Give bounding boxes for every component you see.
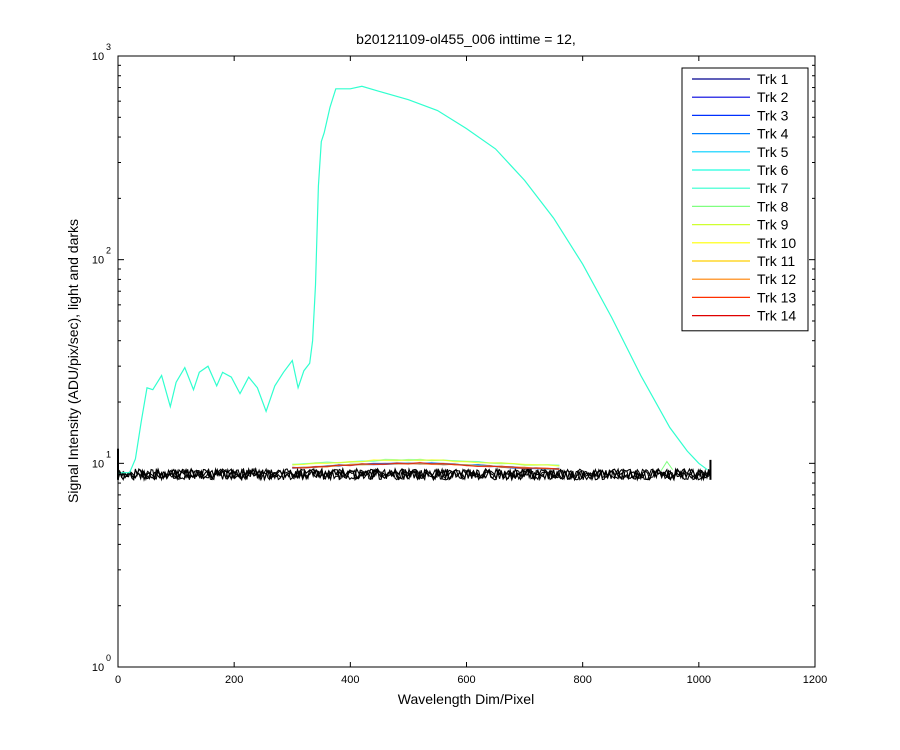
legend-label: Trk 12 — [757, 271, 796, 287]
legend-label: Trk 2 — [757, 89, 789, 105]
series-line-10 — [292, 459, 560, 467]
dark-band-layer — [117, 448, 712, 482]
legend-label: Trk 14 — [757, 308, 796, 324]
legend-label: Trk 3 — [757, 107, 789, 123]
legend-label: Trk 8 — [757, 198, 789, 214]
x-tick-label: 1200 — [803, 674, 827, 686]
series-layer — [118, 85, 708, 474]
y-tick-exponent: 3 — [106, 42, 111, 52]
y-tick-label: 10 — [92, 458, 104, 470]
x-tick-label: 400 — [341, 674, 359, 686]
y-tick-label: 10 — [92, 255, 104, 267]
x-tick-label: 200 — [225, 674, 243, 686]
legend-label: Trk 7 — [757, 180, 789, 196]
y-tick-label: 10 — [92, 662, 104, 674]
x-tick-label: 0 — [115, 674, 121, 686]
y-tick-exponent: 1 — [106, 449, 111, 459]
legend-label: Trk 11 — [757, 253, 795, 269]
legend-label: Trk 10 — [757, 235, 796, 251]
series-line-7 — [118, 85, 708, 474]
legend-label: Trk 5 — [757, 144, 789, 160]
y-axis-label: Signal Intensity (ADU/pix/sec), light an… — [65, 219, 81, 503]
legend-label: Trk 9 — [757, 217, 789, 233]
legend-label: Trk 13 — [757, 289, 796, 305]
y-tick-exponent: 0 — [106, 653, 111, 663]
series-line-14 — [292, 462, 560, 470]
series-line-8-spike — [660, 460, 674, 471]
legend-label: Trk 6 — [757, 162, 789, 178]
legend-label: Trk 1 — [757, 71, 789, 87]
y-tick-exponent: 2 — [106, 246, 111, 256]
x-tick-label: 800 — [573, 674, 591, 686]
legend-label: Trk 4 — [757, 126, 789, 142]
axes-frame — [117, 55, 816, 668]
legend-box — [681, 67, 809, 332]
x-tick-label: 1000 — [687, 674, 711, 686]
x-tick-label: 600 — [457, 674, 475, 686]
x-axis-label: Wavelength Dim/Pixel — [398, 691, 534, 707]
chart-title: b20121109-ol455_006 inttime = 12, — [356, 31, 576, 47]
y-tick-label: 10 — [92, 51, 104, 63]
legend: Trk 1 Trk 2 Trk 3 Trk 4 Trk 5 Trk 6 Trk 7 Trk 8… — [681, 67, 809, 332]
dark-track-line — [117, 467, 711, 482]
